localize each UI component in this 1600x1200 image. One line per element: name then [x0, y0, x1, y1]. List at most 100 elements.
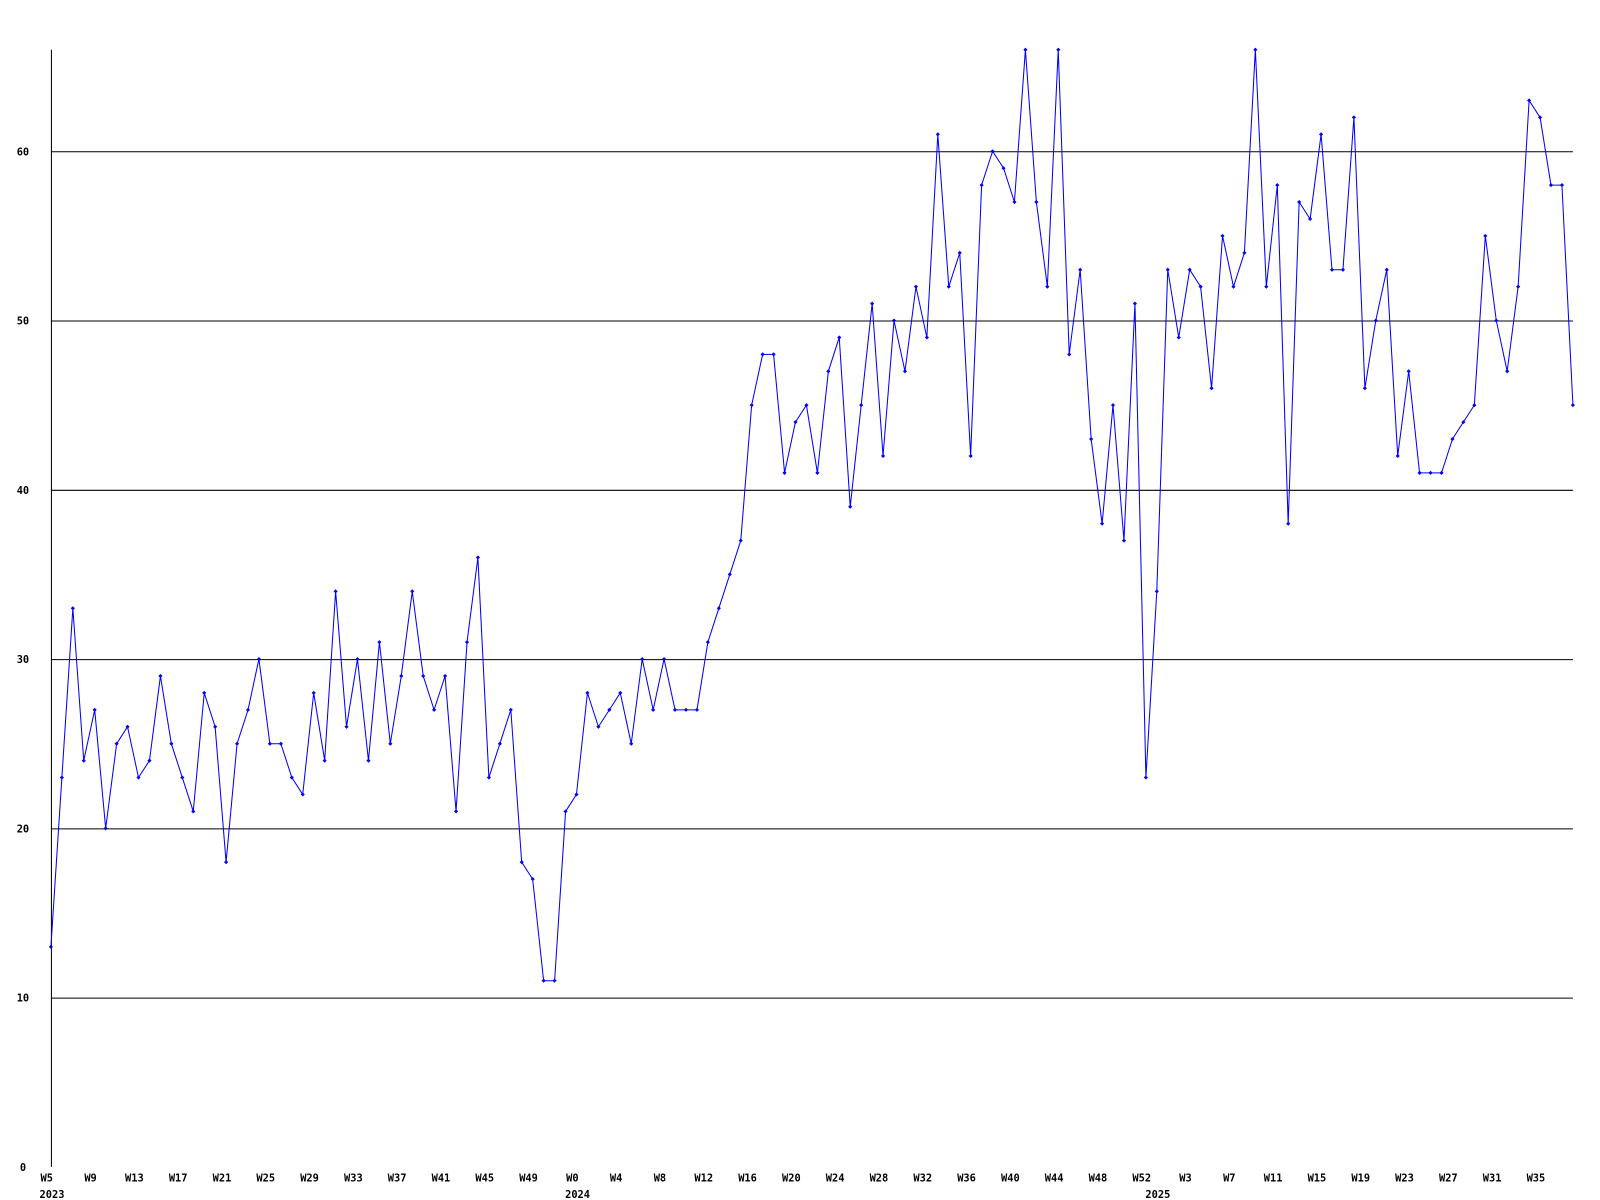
y-tick-label: 20 — [17, 823, 29, 835]
data-point — [1351, 115, 1356, 120]
data-point — [1110, 403, 1116, 408]
data-point — [1439, 470, 1444, 475]
data-point — [683, 707, 689, 712]
data-point — [596, 724, 601, 729]
x-tick-label: W12 — [694, 1172, 713, 1184]
x-tick-label: W24 — [826, 1172, 845, 1184]
data-point — [464, 640, 470, 645]
data-point — [114, 741, 119, 746]
data-point — [891, 318, 897, 323]
data-point — [804, 403, 809, 408]
data-point — [421, 673, 426, 679]
data-point — [1089, 436, 1094, 442]
data-point — [443, 673, 448, 679]
data-point — [1417, 470, 1422, 475]
data-point — [848, 504, 853, 509]
x-tick-label: W7 — [1223, 1172, 1235, 1184]
data-point — [1483, 233, 1488, 238]
data-point — [1275, 183, 1280, 188]
data-point — [1384, 267, 1389, 272]
data-point — [289, 775, 294, 780]
data-point — [388, 741, 393, 746]
year-label: 2023 — [40, 1189, 65, 1200]
data-point — [103, 826, 108, 831]
data-point — [1537, 115, 1543, 120]
data-point — [727, 572, 732, 577]
data-point — [1362, 386, 1367, 391]
x-tick-label: W8 — [654, 1172, 666, 1184]
x-tick-label: W41 — [432, 1172, 451, 1184]
data-point — [1176, 335, 1181, 340]
data-point — [355, 656, 360, 662]
data-point — [70, 606, 75, 611]
data-point — [837, 335, 842, 340]
data-point — [1034, 199, 1039, 205]
data-point — [59, 775, 64, 780]
data-point — [793, 420, 798, 425]
data-point — [497, 741, 502, 746]
data-point — [640, 656, 645, 662]
year-label: 2025 — [1145, 1189, 1170, 1200]
x-tick-label: W33 — [344, 1172, 363, 1184]
data-point — [815, 470, 820, 475]
data-point — [136, 775, 141, 780]
y-tick-label: 50 — [17, 316, 29, 328]
x-tick-label: W44 — [1045, 1172, 1064, 1184]
data-point — [629, 741, 634, 746]
data-point — [1023, 47, 1028, 52]
data-point — [749, 403, 754, 408]
data-point — [92, 707, 97, 712]
x-tick-label: W27 — [1439, 1172, 1458, 1184]
data-point — [859, 403, 864, 408]
data-point — [760, 352, 765, 357]
data-point — [662, 656, 667, 662]
x-tick-label: W25 — [256, 1172, 275, 1184]
data-point — [574, 792, 579, 797]
data-point — [1318, 132, 1324, 137]
data-point — [81, 758, 86, 763]
x-tick-label: W23 — [1395, 1172, 1414, 1184]
data-point — [935, 132, 940, 137]
x-tick-label: W20 — [782, 1172, 801, 1184]
data-point — [1308, 216, 1313, 222]
data-point — [585, 690, 590, 695]
data-point — [771, 352, 776, 357]
x-tick-label: W40 — [1001, 1172, 1020, 1184]
data-point — [1231, 284, 1236, 289]
data-point — [552, 978, 557, 983]
x-tick-label: W31 — [1483, 1172, 1502, 1184]
data-point — [158, 673, 163, 679]
data-point — [278, 741, 283, 746]
data-point — [1165, 267, 1170, 272]
data-point — [234, 741, 240, 746]
data-point — [924, 335, 929, 340]
x-tick-label: W3 — [1179, 1172, 1191, 1184]
x-tick-label: W21 — [213, 1172, 232, 1184]
data-point — [1253, 47, 1258, 52]
data-point — [694, 707, 700, 712]
data-point — [311, 690, 316, 695]
x-tick-label: W19 — [1351, 1172, 1370, 1184]
data-point — [782, 470, 787, 475]
x-tick-label: W28 — [870, 1172, 889, 1184]
data-point — [826, 369, 831, 374]
data-point — [1527, 98, 1532, 103]
x-tick-label: W35 — [1527, 1172, 1546, 1184]
data-point — [1001, 166, 1006, 171]
data-point — [716, 606, 721, 611]
y-tick-label: 60 — [17, 146, 29, 158]
x-tick-label: W11 — [1264, 1172, 1283, 1184]
data-point — [48, 944, 53, 949]
data-point — [366, 758, 371, 763]
data-point — [1570, 403, 1575, 408]
x-tick-label: W29 — [300, 1172, 319, 1184]
data-point — [475, 555, 481, 560]
data-point — [1494, 318, 1499, 323]
x-tick-label: W15 — [1308, 1172, 1327, 1184]
x-tick-label: W48 — [1089, 1172, 1108, 1184]
data-point — [191, 809, 196, 814]
data-point — [169, 741, 174, 746]
x-tick-label: W4 — [610, 1172, 622, 1184]
data-point — [1472, 403, 1477, 408]
